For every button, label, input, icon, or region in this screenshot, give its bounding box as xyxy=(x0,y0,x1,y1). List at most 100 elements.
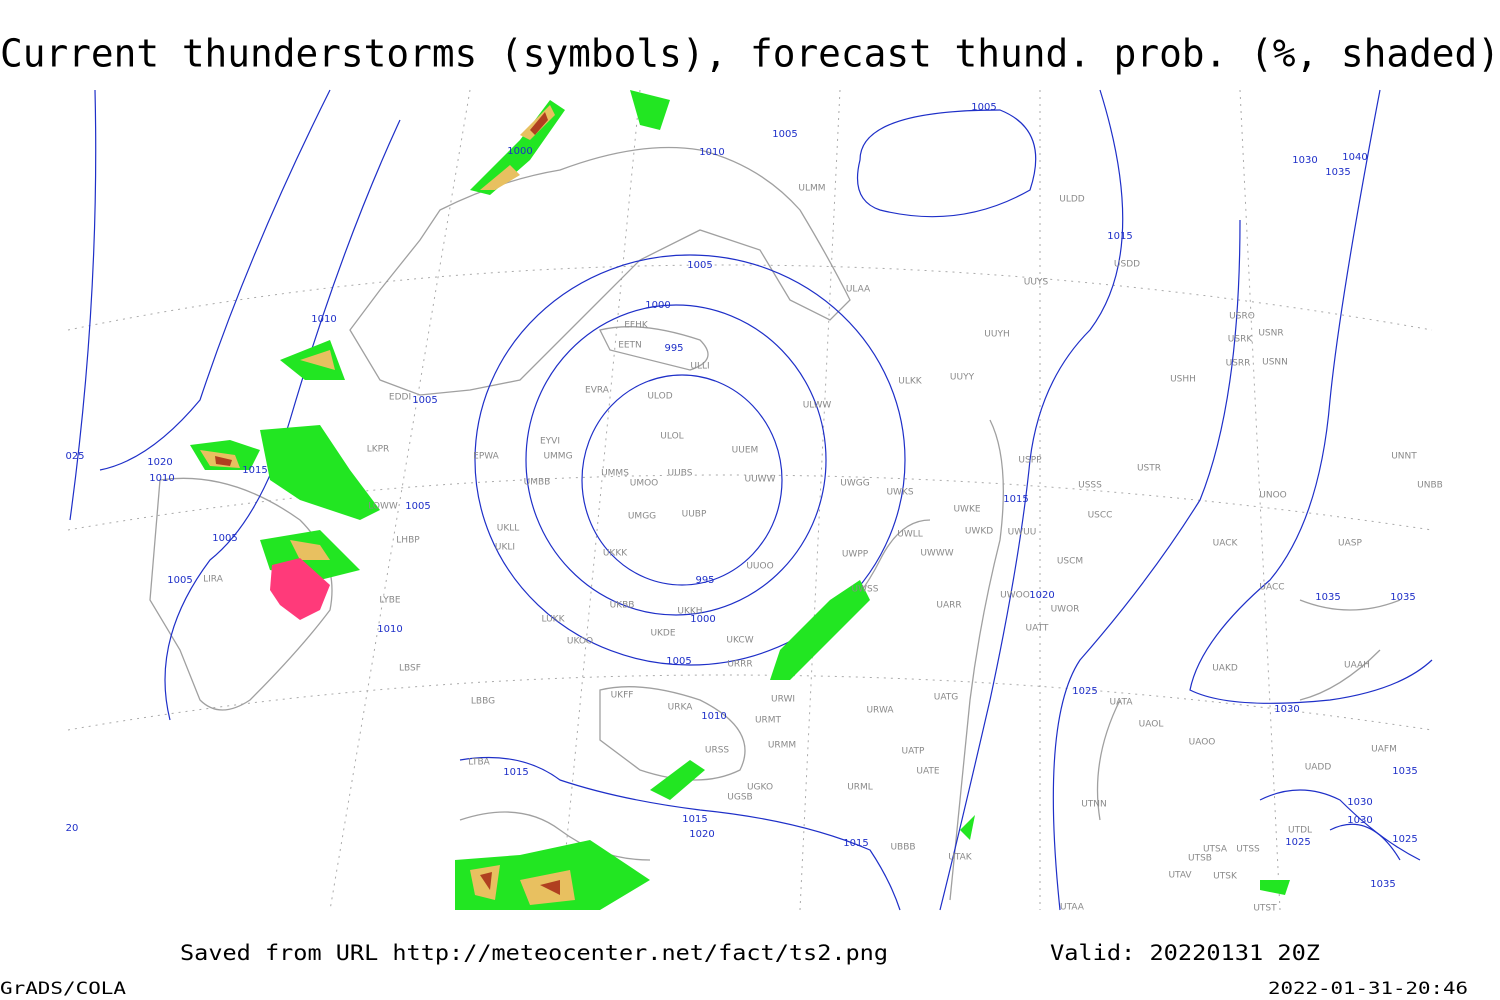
isobar-label: 1010 xyxy=(699,147,724,158)
station-label: UTST xyxy=(1253,904,1277,914)
isobar-label: 1000 xyxy=(507,146,532,157)
station-label: UATT xyxy=(1026,624,1049,634)
station-label: URRR xyxy=(727,660,752,670)
isobar-label: 1015 xyxy=(843,838,868,849)
station-label: UWPP xyxy=(842,550,869,560)
station-label: LYBE xyxy=(379,596,400,606)
isobar-label: 1025 xyxy=(1392,834,1417,845)
station-label: UTSA xyxy=(1203,845,1228,855)
station-label: USDD xyxy=(1114,260,1140,270)
isobar-label: 1035 xyxy=(1390,592,1415,603)
isobar-label: 1010 xyxy=(377,624,402,635)
station-label: UAOO xyxy=(1189,738,1216,748)
isobar-label: 1015 xyxy=(1003,494,1028,505)
isobar-label: 1005 xyxy=(405,501,430,512)
station-label: UADD xyxy=(1305,763,1332,773)
station-label: UTAV xyxy=(1168,871,1192,881)
isobar-label: 1005 xyxy=(772,129,797,140)
station-label: UNNT xyxy=(1391,452,1417,462)
station-label: UUBS xyxy=(668,469,693,479)
station-label: ULOD xyxy=(647,392,672,402)
station-label: UGSB xyxy=(727,793,752,803)
station-label: UAOL xyxy=(1139,720,1164,730)
station-label: UUBP xyxy=(682,510,707,520)
isobar-label: 1015 xyxy=(682,814,707,825)
station-label: USNN xyxy=(1262,358,1288,368)
station-label: UBBB xyxy=(890,843,915,853)
isobar-label: 1010 xyxy=(311,314,336,325)
station-label: UKBB xyxy=(610,601,635,611)
station-label: UNOO xyxy=(1259,491,1287,501)
isobar-label: 1010 xyxy=(149,473,174,484)
isobar-label: 1040 xyxy=(1342,152,1367,163)
station-label: UMOO xyxy=(630,479,659,489)
station-label: URML xyxy=(847,783,873,793)
isobar-label: 1035 xyxy=(1392,766,1417,777)
station-label: URWA xyxy=(866,706,894,716)
station-label: EDDI xyxy=(389,393,411,403)
station-label: UWKD xyxy=(965,527,993,537)
station-label: UTDL xyxy=(1288,826,1312,836)
title: Current thunderstorms (symbols), forecas… xyxy=(0,32,1500,76)
station-label: USRO xyxy=(1229,312,1255,322)
station-label: UAKD xyxy=(1212,664,1238,674)
station-label: USCM xyxy=(1057,557,1083,567)
station-label: UMMS xyxy=(601,469,629,479)
station-label: LHBP xyxy=(396,536,420,546)
valid-time: Valid: 20220131 20Z xyxy=(1050,941,1320,965)
station-label: ULKK xyxy=(898,377,923,387)
isobar-label: 1030 xyxy=(1274,704,1299,715)
station-label: UUYY xyxy=(950,373,975,383)
isobar-label: 1035 xyxy=(1370,879,1395,890)
station-label: UKKH xyxy=(677,607,702,617)
station-label: UTSK xyxy=(1213,872,1238,882)
station-label: USPP xyxy=(1018,456,1042,466)
station-label: UACK xyxy=(1213,539,1239,549)
station-label: URWI xyxy=(771,695,795,705)
station-label: ULOL xyxy=(660,432,683,442)
station-label: UTAA xyxy=(1060,903,1085,913)
station-label: UUOO xyxy=(746,562,773,572)
station-label: UASP xyxy=(1338,539,1362,549)
isobar-label: 025 xyxy=(65,451,84,462)
station-label: USNR xyxy=(1258,329,1283,339)
isobar-label: 1030 xyxy=(1292,155,1317,166)
station-label: UWUU xyxy=(1008,528,1037,538)
station-label: ULMM xyxy=(798,184,825,194)
station-label: ULDD xyxy=(1059,195,1085,205)
station-label: EFHK xyxy=(624,321,649,331)
station-label: UKLL xyxy=(497,524,520,534)
station-label: UATE xyxy=(916,767,940,777)
isobar-label: 1005 xyxy=(167,575,192,586)
source-url: Saved from URL http://meteocenter.net/fa… xyxy=(180,941,888,965)
station-label: UKFF xyxy=(611,691,634,701)
isobar-label: 1025 xyxy=(1072,686,1097,697)
station-label: USRR xyxy=(1226,359,1251,369)
station-label: LUKK xyxy=(542,615,566,625)
station-label: UMMG xyxy=(543,452,572,462)
isobar-label: 1020 xyxy=(147,457,172,468)
station-label: ULLI xyxy=(690,362,709,372)
station-label: LBSF xyxy=(399,664,421,674)
station-label: EETN xyxy=(618,341,642,351)
isobar-label: 1005 xyxy=(666,656,691,667)
station-label: LTBA xyxy=(468,758,490,768)
station-label: UAFM xyxy=(1371,745,1397,755)
station-label: UMBB xyxy=(524,478,551,488)
station-label: LBBG xyxy=(471,697,495,707)
isobar-label: 1035 xyxy=(1315,592,1340,603)
station-labels: EFHK EETN EVRA ULOD ULLI ULOL UUEM UMMG EYVI EPWA… xyxy=(203,184,1443,914)
isobar-labels: 1005 1005 1010 1000 1010 1005 1005 1000 995 1015 1… xyxy=(65,102,1417,890)
station-label: UKKK xyxy=(603,549,628,559)
station-label: UWOO xyxy=(1000,591,1030,601)
station-label: UWSS xyxy=(852,585,879,595)
station-label: LKPR xyxy=(367,445,390,455)
station-label: UGKO xyxy=(747,783,773,793)
station-label: LIRA xyxy=(203,575,224,585)
station-label: UUYH xyxy=(984,330,1009,340)
station-label: USRK xyxy=(1228,335,1254,345)
station-label: UKLI xyxy=(495,543,515,553)
station-label: UNBB xyxy=(1417,481,1443,491)
station-label: UWWW xyxy=(920,549,953,559)
